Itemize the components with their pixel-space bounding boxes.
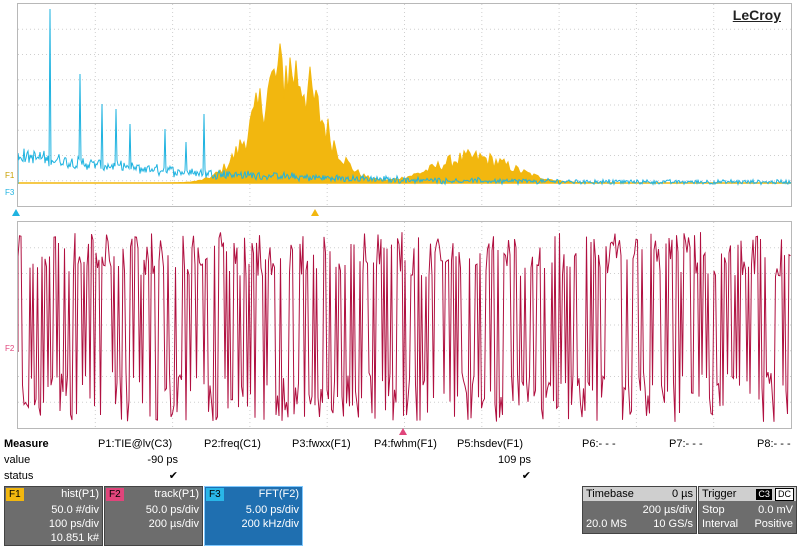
trigger-header: Trigger C3 DC <box>699 487 796 501</box>
measure-header: Measure <box>4 438 49 450</box>
timebase-samples: 20.0 MS <box>586 518 627 530</box>
f3-vertical-scale: 5.00 ps/div <box>245 504 299 516</box>
measure-table: Measure value status P1:TIE@lv(C3) -90 p… <box>0 436 800 484</box>
param-p1-name[interactable]: P1:TIE@lv(C3) <box>98 438 173 450</box>
f3-position-marker-icon[interactable] <box>12 209 20 216</box>
f3-descriptor-box[interactable]: F3 FFT(F2) 5.00 ps/div 200 kHz/div <box>204 486 303 546</box>
f1-count: 10.851 k# <box>50 532 99 544</box>
param-p4-name[interactable]: P4:fwhm(F1) <box>374 438 437 450</box>
lower-waveform-grid[interactable] <box>17 221 792 429</box>
f1-horizontal-scale: 100 ps/div <box>48 518 99 530</box>
trigger-box[interactable]: Trigger C3 DC Stop 0.0 mV Interval Posit… <box>698 486 797 534</box>
trigger-type: Interval <box>702 518 739 530</box>
f1-trace-label: F1 <box>5 171 15 180</box>
timebase-label: Timebase <box>586 488 634 500</box>
param-p7-name[interactable]: P7:- - - <box>669 438 703 450</box>
f1-function-title: hist(P1) <box>61 488 99 500</box>
f1-vertical-scale: 50.0 #/div <box>51 504 99 516</box>
f2-function-title: track(P1) <box>154 488 199 500</box>
f1-descriptor-box[interactable]: F1 hist(P1) 50.0 #/div 100 ps/div 10.851… <box>4 486 103 546</box>
trigger-label: Trigger <box>702 488 737 500</box>
f2-descriptor-box[interactable]: F2 track(P1) 50.0 ps/div 200 µs/div <box>104 486 203 546</box>
trigger-coupling: DC <box>775 488 794 501</box>
param-p1-status-check-icon: ✔ <box>168 470 178 482</box>
timebase-sample-rate: 10 GS/s <box>653 518 693 530</box>
f2-vertical-scale: 50.0 ps/div <box>145 504 199 516</box>
upper-grid-svg <box>18 4 791 206</box>
trigger-slope: Positive <box>754 518 793 530</box>
param-p5-status-check-icon: ✔ <box>521 470 531 482</box>
f2-trace-label: F2 <box>5 344 15 353</box>
param-p3-name[interactable]: P3:fwxx(F1) <box>292 438 351 450</box>
timebase-delay: 0 µs <box>671 488 693 500</box>
f2-horizontal-scale: 200 µs/div <box>148 518 199 530</box>
trigger-mode: Stop <box>702 504 725 516</box>
timebase-box[interactable]: Timebase 0 µs 200 µs/div 20.0 MS 10 GS/s <box>582 486 697 534</box>
value-row-label: value <box>4 454 31 466</box>
f3-function-title: FFT(F2) <box>258 488 299 500</box>
f3-horizontal-scale: 200 kHz/div <box>241 518 299 530</box>
f2-tag: F2 <box>106 488 124 501</box>
param-p8-name[interactable]: P8:- - - <box>757 438 791 450</box>
f3-trace-label: F3 <box>5 188 15 197</box>
param-p5-name[interactable]: P5:hsdev(F1) <box>457 438 524 450</box>
upper-waveform-grid[interactable]: LeCroy <box>17 3 792 207</box>
f3-fft-trace <box>18 8 791 186</box>
param-p6-name[interactable]: P6:- - - <box>582 438 616 450</box>
lower-grid-svg <box>18 222 791 428</box>
lecroy-logo: LeCroy <box>732 7 781 23</box>
status-row-label: status <box>4 470 34 482</box>
param-p1-value: -90 ps <box>147 454 178 466</box>
trigger-source: C3 <box>756 489 772 500</box>
f1-position-marker-icon[interactable] <box>311 209 319 216</box>
param-p5-value: 109 ps <box>497 454 531 466</box>
param-p2-name[interactable]: P2:freq(C1) <box>204 438 261 450</box>
timebase-header: Timebase 0 µs <box>583 487 696 501</box>
f1-tag: F1 <box>6 488 24 501</box>
trigger-level: 0.0 mV <box>758 504 793 516</box>
f2-trigger-marker-icon[interactable] <box>399 428 407 435</box>
f3-tag: F3 <box>206 488 224 501</box>
timebase-per-div: 200 µs/div <box>642 504 693 516</box>
f2-track-trace <box>18 232 791 422</box>
